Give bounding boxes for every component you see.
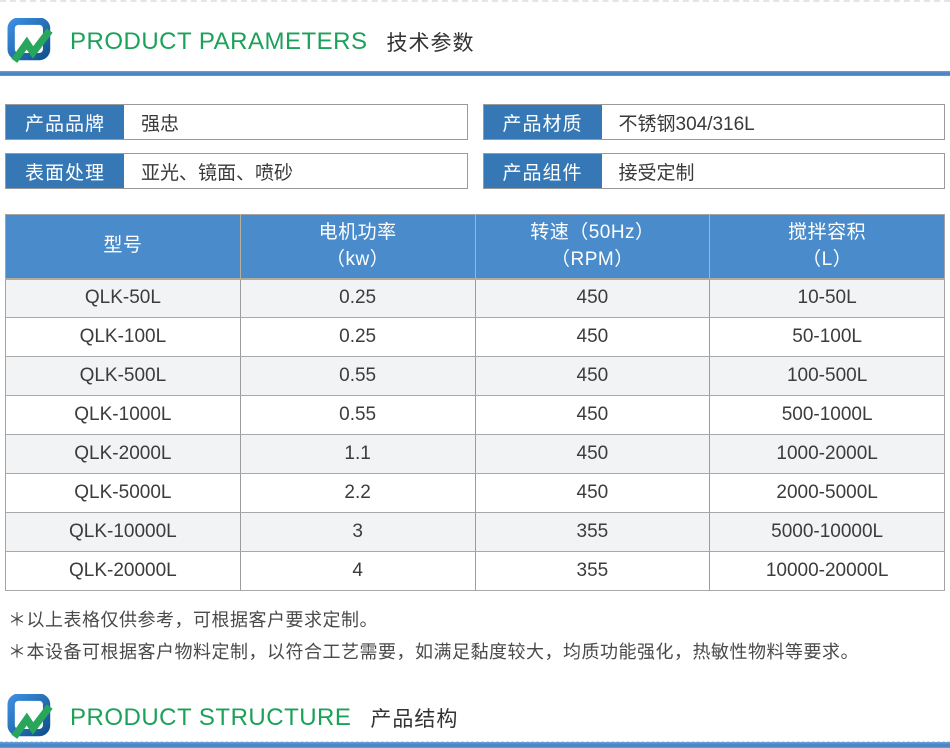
brand-logo-icon	[7, 693, 57, 742]
table-cell: 0.25	[240, 278, 476, 318]
field-surface-value: 亚光、镜面、喷砂	[141, 162, 294, 184]
spec-table-header-row: 型号 电机功率 （kw） 转速（50Hz） （RPM） 搅拌容积 （L）	[5, 214, 945, 280]
table-cell: QLK-500L	[5, 356, 241, 396]
spec-table: 型号 电机功率 （kw） 转速（50Hz） （RPM） 搅拌容积 （L） QLK-50…	[5, 214, 945, 591]
brand-logo-icon	[7, 17, 57, 66]
field-surface: 表面处理 亚光、镜面、喷砂	[5, 153, 468, 189]
col-header-motor-power-line1: 电机功率	[318, 221, 397, 243]
footer-divider-bar	[0, 742, 950, 748]
bottom-strip	[0, 741, 950, 748]
table-cell: 2000-5000L	[709, 473, 945, 513]
table-cell: 50-100L	[709, 317, 945, 357]
product-attribute-fields: 产品品牌 强忠 产品材质 不锈钢304/316L 表面处理 亚光、镜面、喷砂 产…	[5, 104, 945, 189]
parameters-title-zh: 技术参数	[386, 32, 475, 55]
field-material: 产品材质 不锈钢304/316L	[482, 104, 945, 140]
structure-title-zh: 产品结构	[370, 708, 459, 731]
field-brand-value: 强忠	[141, 113, 180, 135]
table-row: QLK-20000L 4 355 10000-20000L	[5, 551, 945, 591]
table-cell: 450	[475, 473, 711, 513]
table-cell: 0.55	[240, 395, 476, 435]
field-material-label: 产品材质	[483, 105, 602, 139]
header-divider-bar	[0, 71, 950, 76]
table-cell: 450	[475, 434, 711, 474]
field-components-value: 接受定制	[618, 162, 695, 184]
col-header-model: 型号	[5, 214, 241, 280]
table-cell: QLK-1000L	[5, 395, 241, 435]
field-brand: 产品品牌 强忠	[5, 104, 468, 140]
table-cell: 450	[475, 356, 711, 396]
table-cell: 10000-20000L	[709, 551, 945, 591]
top-dashed-divider	[0, 0, 950, 2]
table-cell: 450	[475, 317, 711, 357]
table-cell: QLK-2000L	[5, 434, 241, 474]
table-cell: 4	[240, 551, 476, 591]
col-header-motor-power: 电机功率 （kw）	[240, 214, 476, 280]
table-cell: 2.2	[240, 473, 476, 513]
table-cell: 450	[475, 395, 711, 435]
table-cell: 100-500L	[709, 356, 945, 396]
table-row: QLK-10000L 3 355 5000-10000L	[5, 512, 945, 552]
table-cell: QLK-100L	[5, 317, 241, 357]
footnotes: ＊以上表格仅供参考，可根据客户要求定制。 ＊本设备可根据客户物料定制，以符合工艺…	[8, 604, 942, 668]
field-brand-label: 产品品牌	[6, 105, 124, 139]
table-cell: 355	[475, 512, 711, 552]
table-cell: QLK-5000L	[5, 473, 241, 513]
structure-title-en: PRODUCT STRUCTURE	[70, 704, 352, 731]
parameters-title-en: PRODUCT PARAMETERS	[70, 28, 368, 55]
col-header-model-line1: 型号	[103, 235, 143, 257]
table-cell: 500-1000L	[709, 395, 945, 435]
table-row: QLK-2000L 1.1 450 1000-2000L	[5, 434, 945, 474]
table-cell: QLK-10000L	[5, 512, 241, 552]
col-header-volume-line2: （L）	[802, 249, 853, 271]
col-header-speed-line1: 转速（50Hz）	[530, 221, 655, 243]
col-header-volume-line1: 搅拌容积	[788, 221, 867, 243]
table-cell: 1000-2000L	[709, 434, 945, 474]
table-cell: 1.1	[240, 434, 476, 474]
col-header-speed: 转速（50Hz） （RPM）	[475, 214, 711, 280]
field-material-value: 不锈钢304/316L	[618, 113, 755, 135]
field-components: 产品组件 接受定制	[482, 153, 945, 189]
field-surface-label: 表面处理	[6, 154, 124, 188]
spec-table-head: 型号 电机功率 （kw） 转速（50Hz） （RPM） 搅拌容积 （L）	[5, 214, 945, 280]
table-cell: QLK-50L	[5, 278, 241, 318]
table-cell: 5000-10000L	[709, 512, 945, 552]
table-cell: 0.55	[240, 356, 476, 396]
structure-section-header: PRODUCT STRUCTURE 产品结构	[0, 693, 950, 742]
table-row: QLK-100L 0.25 450 50-100L	[5, 317, 945, 357]
table-cell: 10-50L	[709, 278, 945, 318]
col-header-volume: 搅拌容积 （L）	[709, 214, 945, 280]
col-header-speed-line2: （RPM）	[551, 249, 634, 271]
col-header-motor-power-line2: （kw）	[326, 249, 390, 271]
table-cell: QLK-20000L	[5, 551, 241, 591]
table-cell: 355	[475, 551, 711, 591]
table-body: QLK-50L 0.25 450 10-50L QLK-100L 0.25 450 50-10…	[5, 278, 945, 591]
table-cell: 450	[475, 278, 711, 318]
table-row: QLK-5000L 2.2 450 2000-5000L	[5, 473, 945, 513]
table-cell: 0.25	[240, 317, 476, 357]
footnote-2: ＊本设备可根据客户物料定制，以符合工艺需要，如满足黏度较大，均质功能强化，热敏性…	[8, 642, 859, 662]
table-row: QLK-500L 0.55 450 100-500L	[5, 356, 945, 396]
table-row: QLK-50L 0.25 450 10-50L	[5, 278, 945, 318]
table-cell: 3	[240, 512, 476, 552]
bottom-dashed-divider	[0, 741, 950, 742]
table-row: QLK-1000L 0.55 450 500-1000L	[5, 395, 945, 435]
field-components-label: 产品组件	[483, 154, 602, 188]
footnote-1: ＊以上表格仅供参考，可根据客户要求定制。	[8, 610, 378, 630]
parameters-section-header: PRODUCT PARAMETERS 技术参数	[0, 17, 950, 66]
